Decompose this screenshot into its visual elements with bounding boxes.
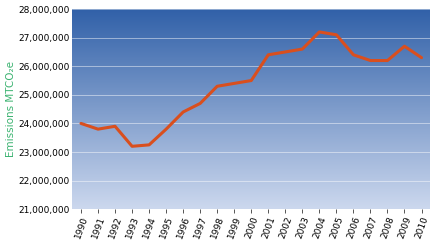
Y-axis label: Emissions MTCO₂e: Emissions MTCO₂e [6, 61, 16, 157]
